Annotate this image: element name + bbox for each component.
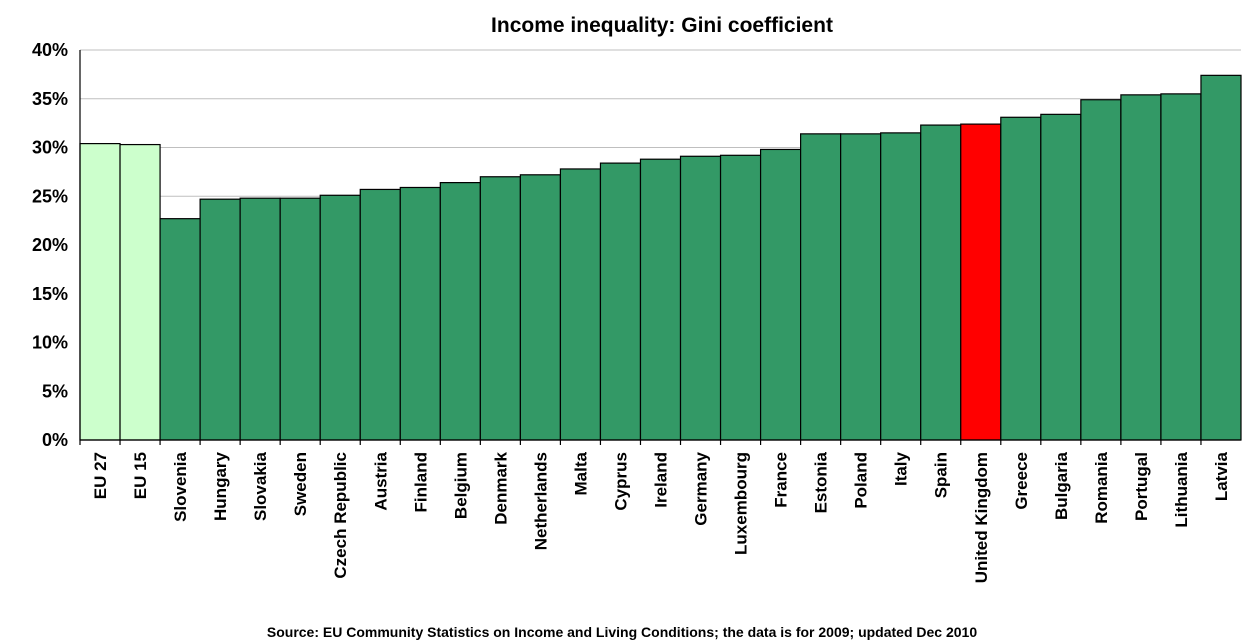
x-tick-label: Estonia — [812, 451, 831, 513]
x-tick-label: Slovenia — [171, 451, 190, 521]
bar-france — [759, 148, 802, 441]
x-tick-label: Latvia — [1212, 451, 1231, 501]
bar-belgium — [439, 182, 481, 441]
bar-denmark — [479, 176, 521, 441]
bar-luxembourg — [719, 154, 762, 441]
y-tick-label: 35% — [32, 89, 68, 109]
y-tick-label: 10% — [32, 333, 68, 353]
x-tick-label: Denmark — [491, 451, 510, 524]
y-tick-label: 20% — [32, 235, 68, 255]
bar-slovenia — [159, 218, 201, 441]
chart-title: Income inequality: Gini coefficient — [491, 14, 833, 37]
bar-lithuania — [1160, 93, 1202, 441]
bar-eu-27 — [79, 143, 121, 441]
bar-slovakia — [239, 197, 281, 441]
bar-sweden — [279, 197, 321, 441]
x-tick-label: Sweden — [291, 452, 310, 516]
bar-austria — [359, 188, 401, 441]
y-tick-label: 5% — [42, 381, 68, 401]
bar-netherlands — [519, 174, 562, 441]
x-tick-label: Austria — [371, 451, 390, 510]
x-tick-label: Malta — [571, 451, 590, 495]
x-tick-label: Greece — [1012, 452, 1031, 510]
x-tick-label: Italy — [892, 451, 911, 486]
x-tick-label: Belgium — [451, 452, 470, 519]
x-axis-tick-labels: EU 27 EU 15 Slovenia Hungary Slovakia Sweden C… — [79, 440, 1231, 583]
x-tick-label: Germany — [692, 451, 711, 525]
y-tick-label: 25% — [32, 186, 68, 206]
bar-bulgaria — [1040, 113, 1082, 441]
x-tick-label: EU 27 — [91, 452, 110, 499]
x-tick-label: Slovakia — [251, 451, 270, 521]
x-tick-label: Bulgaria — [1052, 451, 1071, 520]
bar-poland — [840, 133, 882, 441]
x-tick-label: Luxembourg — [732, 452, 751, 555]
x-tick-label: Hungary — [211, 451, 230, 521]
bar-italy — [880, 132, 922, 441]
x-tick-label: Cyprus — [611, 452, 630, 511]
bar-spain — [920, 124, 962, 441]
x-tick-label: Romania — [1092, 451, 1111, 523]
bar-estonia — [800, 133, 842, 441]
y-tick-label: 15% — [32, 284, 68, 304]
y-tick-label: 0% — [42, 430, 68, 450]
x-tick-label: United Kingdom — [972, 452, 991, 583]
bar-malta — [559, 168, 602, 441]
bar-greece — [1000, 116, 1042, 441]
x-tick-label: Czech Republic — [331, 452, 350, 579]
y-axis-tick-labels: 0% 5% 10% 15% 20% 25% 30% 35% 40% — [32, 40, 68, 450]
x-tick-label: Portugal — [1132, 452, 1151, 521]
bar-portugal — [1120, 94, 1162, 441]
source-note: Source: EU Community Statistics on Incom… — [267, 624, 977, 640]
bar-latvia — [1200, 74, 1242, 441]
bar-finland — [399, 186, 441, 441]
bar-hungary — [199, 198, 241, 441]
x-tick-label: Poland — [852, 452, 871, 509]
bar-united-kingdom — [960, 123, 1002, 441]
x-tick-label: France — [772, 452, 791, 508]
bar-romania — [1080, 99, 1122, 441]
x-tick-label: Ireland — [652, 452, 671, 508]
bar-cyprus — [599, 162, 642, 441]
bar-germany — [679, 155, 722, 441]
bar-ireland — [639, 158, 682, 441]
x-tick-label: Lithuania — [1172, 451, 1191, 527]
y-tick-label: 40% — [32, 40, 68, 60]
x-tick-label: Spain — [932, 452, 951, 498]
bar-czech-republic — [319, 194, 361, 441]
y-tick-label: 30% — [32, 138, 68, 158]
bars — [79, 74, 1242, 441]
x-tick-label: Netherlands — [531, 452, 550, 550]
x-tick-label: Finland — [411, 452, 430, 512]
bar-eu-15 — [119, 143, 161, 441]
x-tick-label: EU 15 — [131, 452, 150, 499]
